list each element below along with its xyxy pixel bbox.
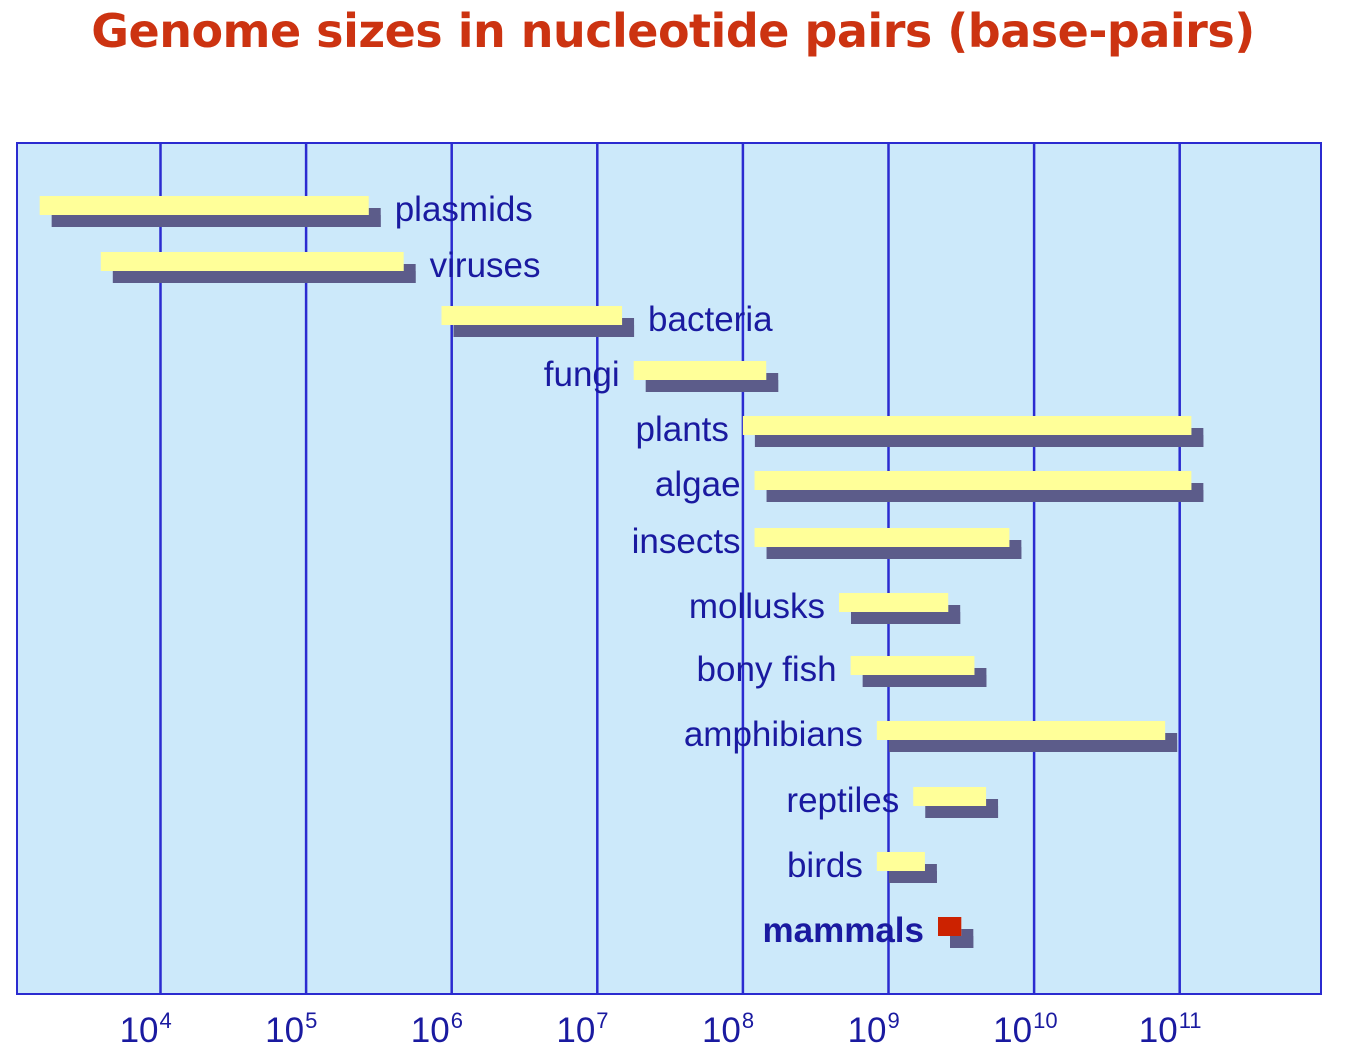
bar-amphibians	[876, 721, 1166, 740]
tick-exponent: 7	[596, 1008, 608, 1033]
tick-label-8: 10 8	[702, 1008, 754, 1050]
bar-shadow-side-mollusks	[948, 605, 961, 624]
label-bacteria: bacteria	[648, 300, 773, 339]
label-reptiles: reptiles	[786, 781, 899, 820]
bar-shadow-side-amphibians	[1165, 733, 1178, 752]
bar-bony-fish	[850, 656, 975, 675]
tick-base: 10	[265, 1011, 304, 1050]
label-birds: birds	[787, 846, 863, 885]
bar-shadow-side-insects	[1009, 540, 1022, 559]
category-labels: plasmids viruses bacteria fungi plants algae i…	[395, 190, 924, 950]
tick-label-10: 10 10	[993, 1008, 1057, 1050]
tick-label-11: 10 11	[1139, 1008, 1202, 1050]
bar-shadow-bacteria	[453, 325, 635, 337]
tick-base: 10	[702, 1011, 741, 1050]
tick-exponent: 5	[305, 1008, 317, 1033]
bar-shadow-side-fungi	[766, 373, 779, 392]
bar-birds	[876, 852, 925, 871]
bar-shadow-side-bacteria	[622, 318, 635, 337]
bar-shadow-side-plasmids	[368, 208, 381, 227]
label-plants: plants	[635, 410, 728, 449]
bar-shadow-birds	[888, 871, 937, 883]
bar-shadow-plants	[754, 435, 1204, 447]
bar-shadow-side-reptiles	[986, 799, 999, 818]
label-viruses: viruses	[430, 246, 541, 285]
bar-mollusks	[838, 593, 949, 612]
bar-shadow-algae	[766, 490, 1204, 502]
bar-shadow-side-viruses	[403, 264, 416, 283]
tick-exponent: 8	[742, 1008, 754, 1033]
tick-base: 10	[1139, 1011, 1178, 1050]
bar-algae	[754, 471, 1192, 490]
tick-exponent: 6	[451, 1008, 463, 1033]
bar-shadow-viruses	[112, 271, 416, 283]
bar-shadow-side-bony-fish	[974, 668, 987, 687]
label-plasmids: plasmids	[395, 190, 533, 229]
bar-shadow-plasmids	[51, 215, 381, 227]
chart-title: Genome sizes in nucleotide pairs (base-p…	[91, 4, 1255, 58]
tick-label-9: 10 9	[848, 1008, 900, 1050]
tick-exponent: 4	[160, 1008, 172, 1033]
bar-viruses	[100, 252, 404, 271]
label-amphibians: amphibians	[684, 715, 863, 754]
tick-base: 10	[556, 1011, 595, 1050]
tick-base: 10	[120, 1011, 159, 1050]
bar-shadow-bony-fish	[862, 675, 987, 687]
bar-bacteria	[441, 306, 623, 325]
bar-mammals	[938, 917, 962, 936]
bar-shadow-side-mammals	[961, 929, 974, 948]
plot-background	[16, 142, 1322, 995]
label-insects: insects	[632, 522, 741, 561]
bar-shadow-insects	[766, 547, 1022, 559]
x-axis-ticks: 10 4 10 5 10 6 10 7 10 8 10 9 10 10 10 11	[120, 1008, 1202, 1050]
bar-shadow-side-algae	[1191, 483, 1204, 502]
tick-label-5: 10 5	[265, 1008, 317, 1050]
bar-shadow-fungi	[645, 380, 779, 392]
label-fungi: fungi	[544, 355, 620, 394]
bar-insects	[754, 528, 1010, 547]
tick-base: 10	[993, 1011, 1032, 1050]
label-bony-fish: bony fish	[697, 650, 837, 689]
tick-label-7: 10 7	[556, 1008, 608, 1050]
bar-shadow-reptiles	[925, 806, 999, 818]
bar-shadow-side-birds	[924, 864, 937, 883]
tick-label-6: 10 6	[411, 1008, 463, 1050]
tick-exponent: 10	[1033, 1008, 1057, 1033]
tick-base: 10	[411, 1011, 450, 1050]
bar-reptiles	[913, 787, 987, 806]
bar-shadow-amphibians	[888, 740, 1178, 752]
label-mollusks: mollusks	[689, 587, 825, 626]
bar-plants	[742, 416, 1192, 435]
bar-shadow-side-plants	[1191, 428, 1204, 447]
bar-plasmids	[39, 196, 369, 215]
label-algae: algae	[655, 465, 741, 504]
tick-exponent: 11	[1179, 1008, 1202, 1033]
bar-shadow-mollusks	[850, 612, 961, 624]
bar-fungi	[633, 361, 767, 380]
tick-label-4: 10 4	[120, 1008, 172, 1050]
range-bars	[39, 196, 1204, 948]
label-mammals: mammals	[763, 911, 924, 950]
tick-exponent: 9	[888, 1008, 900, 1033]
tick-base: 10	[848, 1011, 887, 1050]
